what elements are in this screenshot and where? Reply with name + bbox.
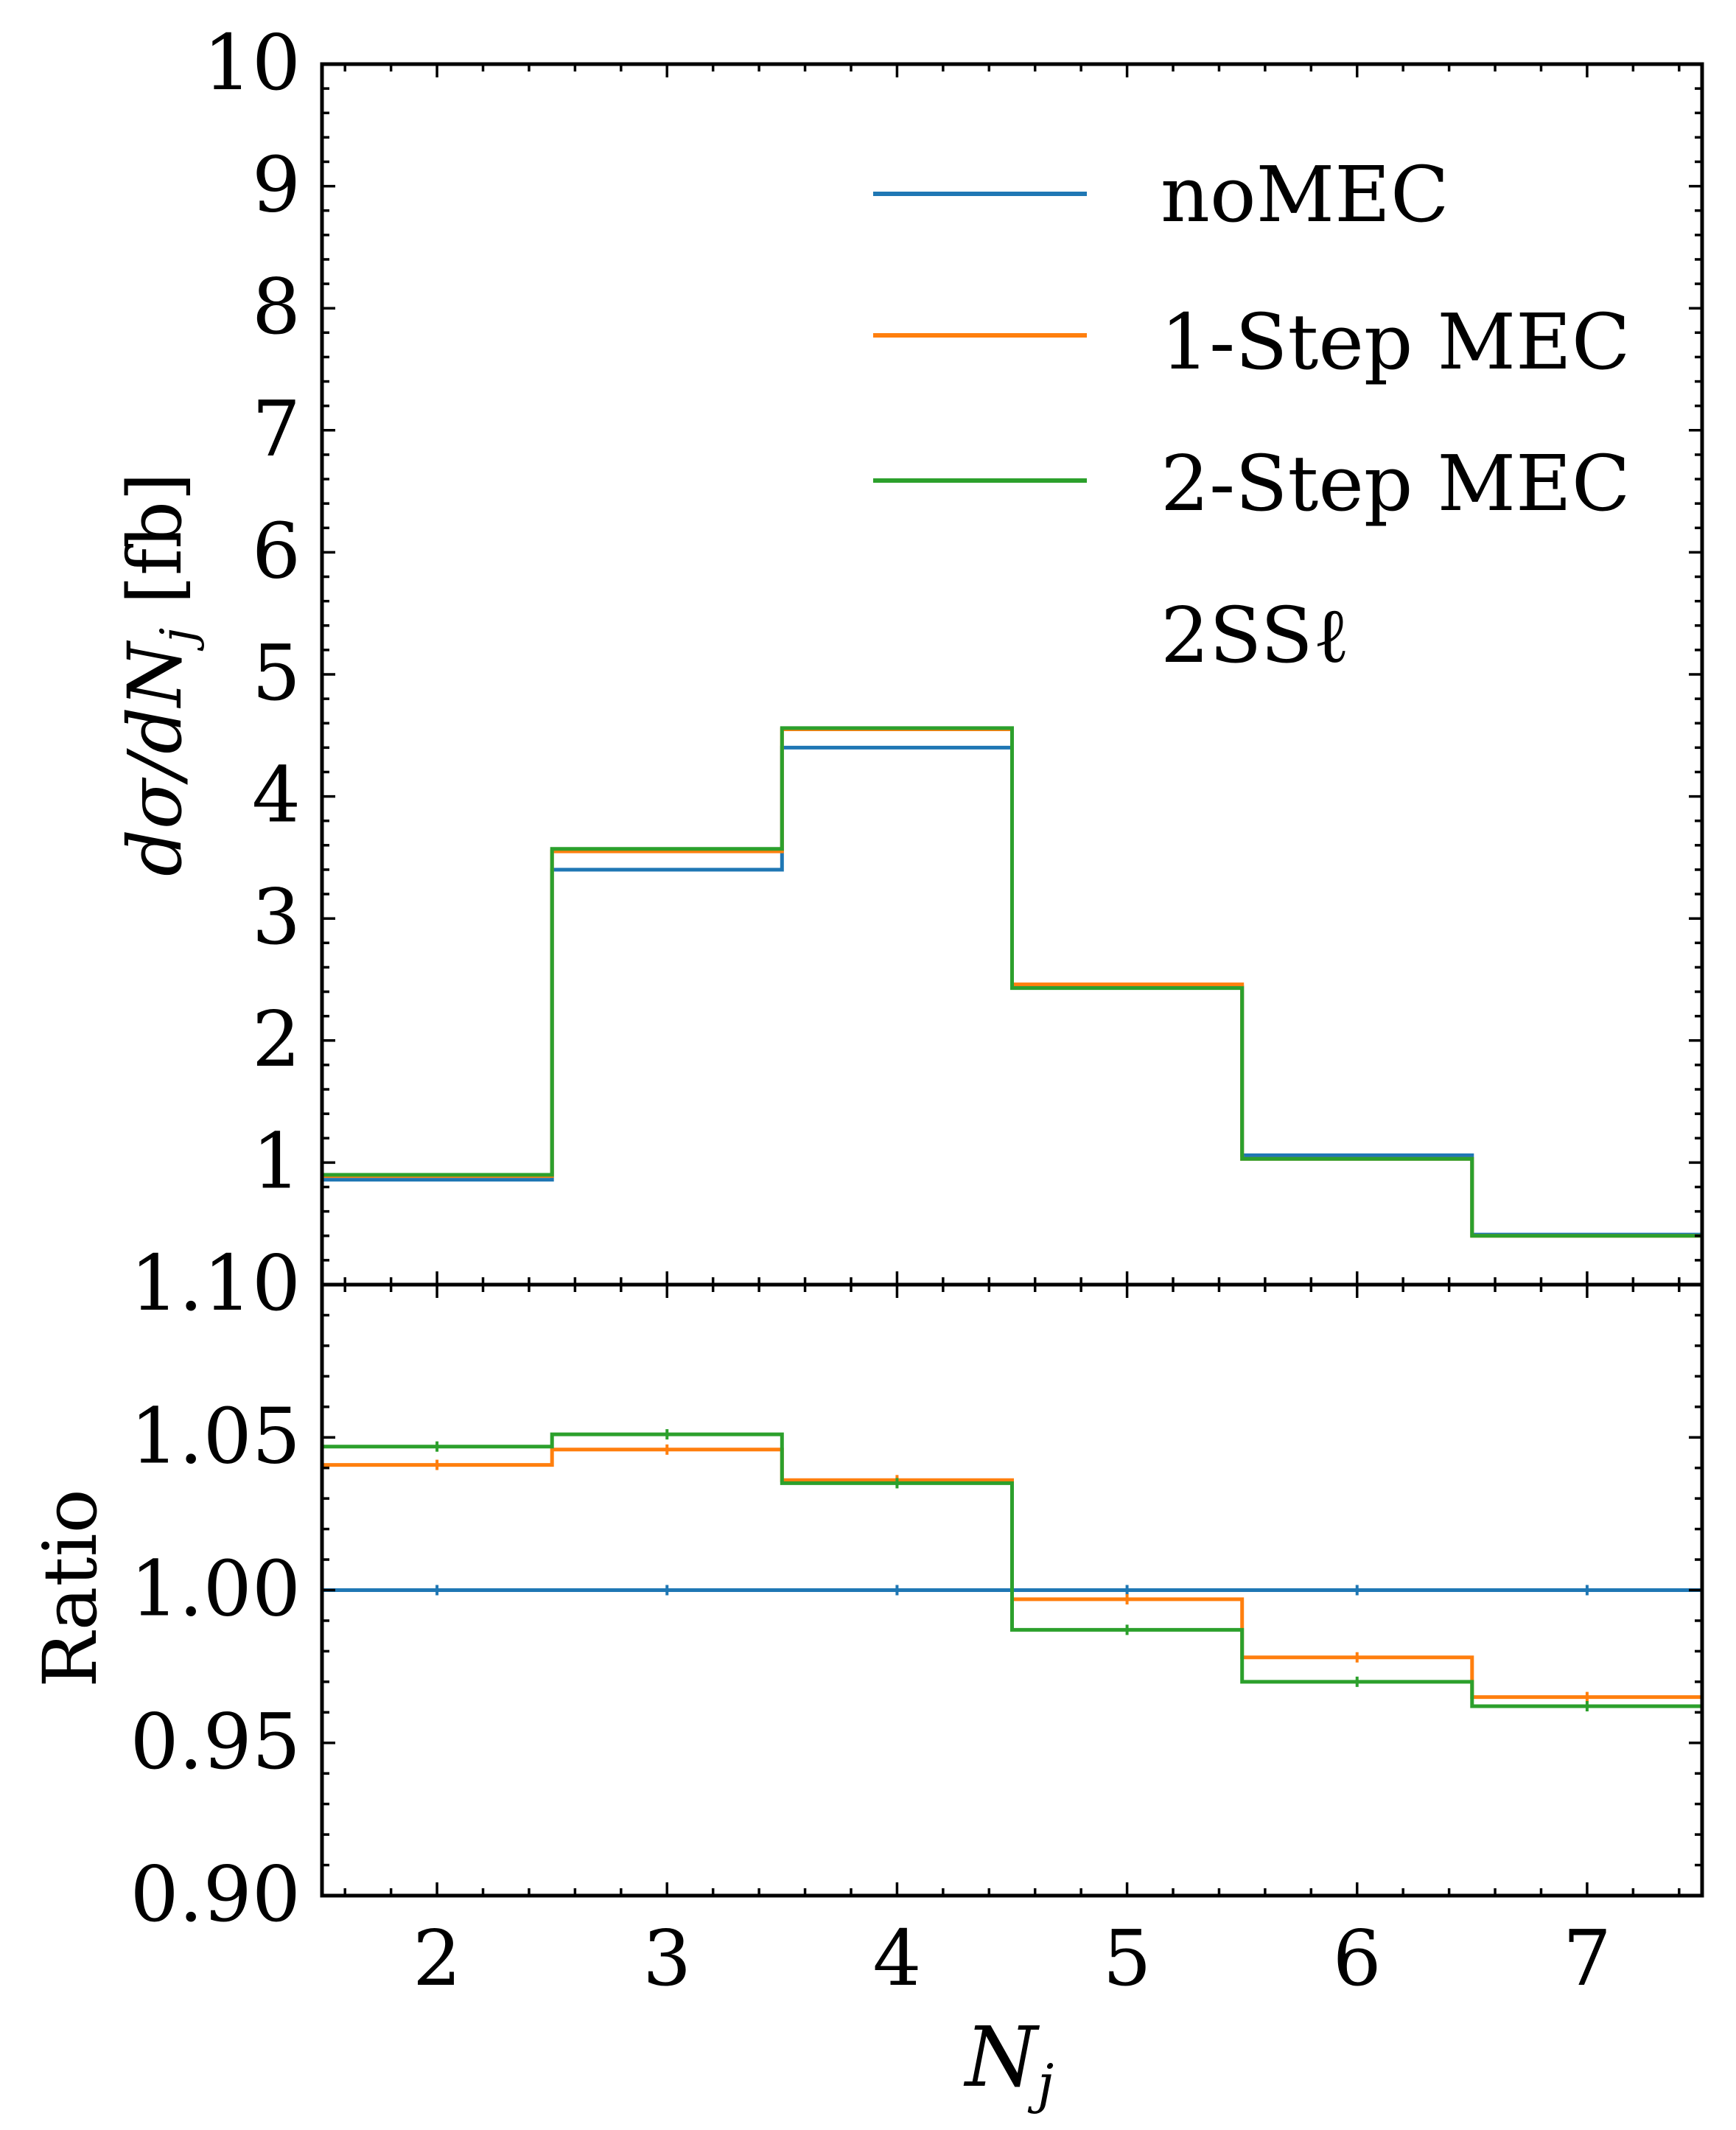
x-tick-label: 2 <box>413 1913 461 2003</box>
x-tick-label: 3 <box>643 1913 691 2003</box>
legend-label-2step: 2-Step MEC <box>1161 439 1631 528</box>
x-tick-label: 4 <box>872 1913 921 2003</box>
main-series-2-step-mec <box>322 726 1702 1238</box>
ratio-ytick-label: 1.05 <box>130 1391 301 1481</box>
main-ytick-label: 9 <box>252 140 301 230</box>
ratio-plot-frame <box>320 1282 1704 1898</box>
ylabel-unit: [fb] <box>112 472 198 628</box>
ratio-ytick-labels: 0.90 0.95 1.00 1.05 1.10 <box>130 1238 301 1939</box>
x-tick-label: 7 <box>1563 1913 1611 2003</box>
ratio-ytick-label: 0.90 <box>130 1849 301 1939</box>
ratio-ytick-label: 0.95 <box>130 1697 301 1787</box>
ratio-series-group <box>322 1429 1702 1712</box>
main-ytick-label: 2 <box>252 994 301 1084</box>
ratio-ytick-label: 1.00 <box>130 1544 301 1634</box>
ylabel-sigma: σ <box>112 777 198 829</box>
legend-label-1step: 1-Step MEC <box>1161 297 1631 387</box>
main-ytick-label: 1 <box>252 1116 301 1206</box>
main-ytick-label: 10 <box>203 18 301 108</box>
main-ytick-label: 5 <box>252 628 301 718</box>
main-ytick-label: 7 <box>252 384 301 474</box>
main-panel: 1 2 3 4 5 6 7 8 9 10 dσ/dNj [fb] noMEC 1-Step MEC… <box>112 18 1704 1287</box>
main-y-axis-title: dσ/dNj [fb] <box>112 472 206 876</box>
x-tick-label: 5 <box>1102 1913 1151 2003</box>
main-ytick-label: 8 <box>252 262 301 352</box>
main-ytick-label: 3 <box>252 872 301 962</box>
ratio-ytick-label: 1.10 <box>130 1238 301 1328</box>
x-axis-title: Nj <box>963 2010 1054 2115</box>
ratio-panel: 0.90 0.95 1.00 1.05 1.10 2 3 4 5 6 7 Ratio Nj <box>27 1238 1704 2115</box>
ylabel-dn: /dN <box>112 640 198 785</box>
xlabel-main: N <box>963 2010 1040 2106</box>
main-series-group <box>322 726 1702 1238</box>
main-ytick-label: 6 <box>252 506 301 596</box>
ratio-series-2-step-mec <box>322 1432 1702 1708</box>
legend: noMEC 1-Step MEC 2-Step MEC 2SSℓ <box>873 150 1631 680</box>
channel-label: 2SSℓ <box>1161 590 1350 680</box>
legend-label-nomec: noMEC <box>1161 150 1449 240</box>
ratio-y-axis-title: Ratio <box>27 1489 113 1688</box>
ylabel-d: d <box>112 829 198 876</box>
x-tick-label: 6 <box>1333 1913 1382 2003</box>
main-ytick-labels: 1 2 3 4 5 6 7 8 9 10 <box>203 18 301 1206</box>
main-ytick-label: 4 <box>252 750 301 840</box>
x-tick-labels: 2 3 4 5 6 7 <box>413 1913 1611 2003</box>
